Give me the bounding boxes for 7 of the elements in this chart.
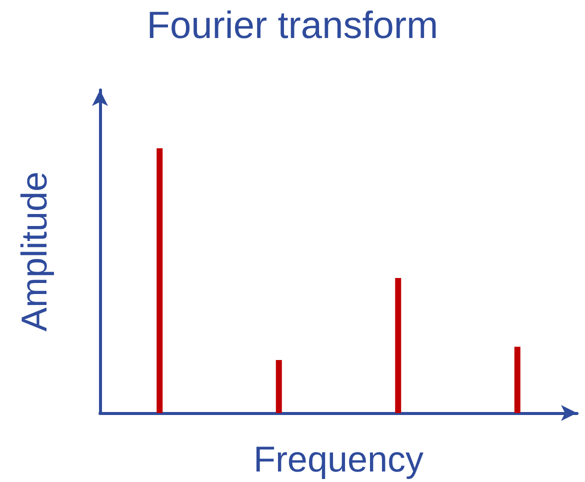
x-axis-title: Frequency [253, 438, 424, 480]
bar [276, 360, 282, 413]
y-axis-title: Amplitude [14, 171, 54, 332]
bar [514, 346, 520, 413]
bar [395, 278, 402, 413]
chart-title: Fourier transform [146, 5, 438, 47]
bar [156, 148, 163, 413]
